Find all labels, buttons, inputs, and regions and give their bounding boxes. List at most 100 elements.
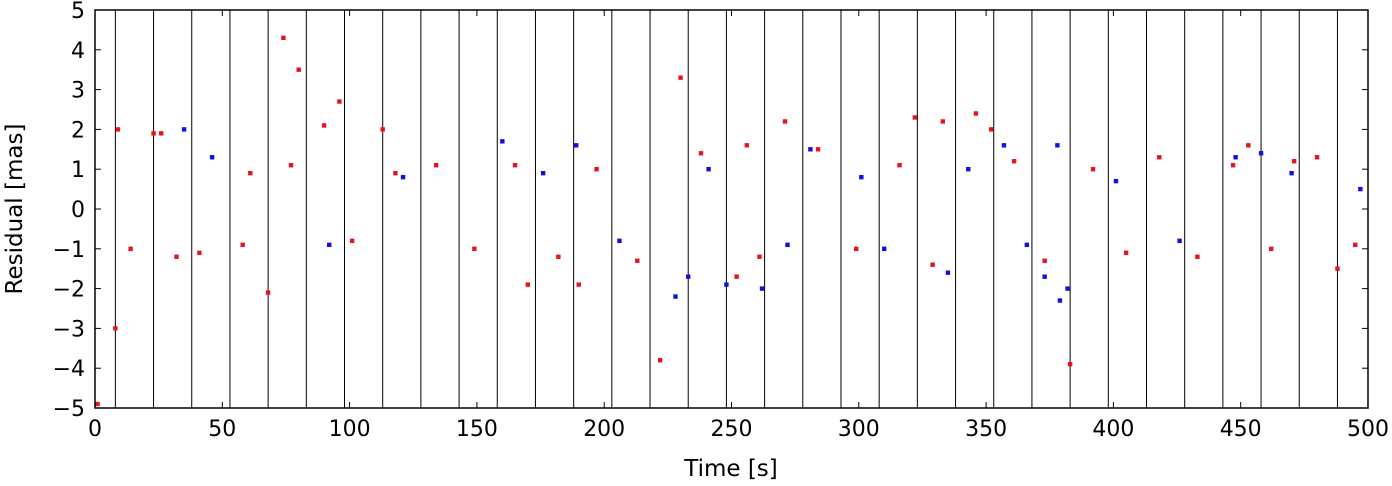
point-s1-3 <box>673 294 678 299</box>
point-s1-26 <box>1024 242 1030 248</box>
point-s0-51 <box>1195 254 1200 259</box>
point-s0-47 <box>1042 258 1047 263</box>
point-s1-14 <box>1258 151 1264 156</box>
point-s1-28 <box>1177 238 1182 244</box>
point-s0-37 <box>556 254 561 259</box>
point-s0-8 <box>115 127 121 132</box>
point-s0-17 <box>973 111 979 116</box>
point-s0-0 <box>95 401 100 407</box>
x-tick-label-1: 50 <box>208 417 236 442</box>
point-s1-24 <box>859 174 864 180</box>
point-s1-21 <box>617 238 622 244</box>
x-tick-label-7: 350 <box>965 417 1007 442</box>
point-s1-9 <box>1001 143 1007 148</box>
point-s1-18 <box>327 242 332 248</box>
point-s1-16 <box>808 147 813 152</box>
x-tick-label-8: 400 <box>1092 417 1134 442</box>
point-s1-6 <box>759 286 765 291</box>
point-s0-15 <box>912 115 918 120</box>
point-s1-23 <box>785 242 790 248</box>
x-tick-label-6: 300 <box>838 417 880 442</box>
y-tick-label-4: −1 <box>53 238 85 263</box>
point-s0-5 <box>337 99 342 104</box>
point-s0-11 <box>658 358 663 363</box>
point-s0-55 <box>1353 242 1358 248</box>
point-s0-36 <box>512 163 518 168</box>
point-s1-10 <box>1042 274 1047 279</box>
point-s0-21 <box>576 282 581 287</box>
point-s1-30 <box>1358 186 1363 192</box>
point-s0-19 <box>1067 362 1073 367</box>
point-s1-5 <box>724 282 729 287</box>
y-tick-label-6: 1 <box>71 158 85 183</box>
point-s0-28 <box>197 250 202 255</box>
point-s0-23 <box>1314 155 1320 160</box>
y-tick-label-9: 4 <box>71 39 85 64</box>
x-tick-label-0: 0 <box>88 417 102 442</box>
point-s0-44 <box>897 163 902 168</box>
point-s1-13 <box>1055 143 1060 148</box>
point-s0-4 <box>296 67 301 72</box>
point-s1-12 <box>1065 286 1070 291</box>
y-tick-label-7: 2 <box>71 118 85 143</box>
point-s0-22 <box>734 274 739 279</box>
point-s0-9 <box>151 131 156 136</box>
point-s0-42 <box>815 147 821 152</box>
point-s0-31 <box>288 163 294 168</box>
point-s1-17 <box>209 155 215 160</box>
point-s0-52 <box>1230 163 1236 168</box>
x-tick-label-3: 150 <box>456 417 498 442</box>
point-s0-39 <box>635 258 640 263</box>
point-s0-18 <box>988 127 994 132</box>
data-points <box>95 35 1363 407</box>
x-axis-title: Time [s] <box>683 456 778 482</box>
point-s0-48 <box>1090 167 1096 172</box>
point-s1-0 <box>181 127 187 132</box>
point-s1-25 <box>966 167 971 172</box>
x-tick-label-2: 100 <box>329 417 371 442</box>
point-s1-4 <box>686 274 691 279</box>
y-tick-label-10: 5 <box>71 0 85 24</box>
y-tick-label-1: −4 <box>53 357 85 382</box>
point-s0-6 <box>321 123 327 128</box>
point-s1-27 <box>1113 178 1119 184</box>
point-s0-13 <box>782 119 788 124</box>
point-s0-7 <box>380 127 385 132</box>
point-s0-46 <box>1011 159 1017 164</box>
point-s1-7 <box>882 246 887 251</box>
point-s0-12 <box>678 75 683 80</box>
point-s1-11 <box>1057 298 1063 303</box>
point-s0-32 <box>349 238 355 244</box>
plot-frame <box>94 9 1369 409</box>
point-s0-2 <box>265 290 271 295</box>
point-s1-22 <box>706 167 711 172</box>
y-tick-label-5: 0 <box>71 198 85 223</box>
point-s0-20 <box>525 282 531 287</box>
point-s0-1 <box>113 326 118 331</box>
point-s0-14 <box>744 143 749 148</box>
point-s0-30 <box>248 170 253 176</box>
point-s0-33 <box>393 170 398 176</box>
point-s0-38 <box>594 167 599 172</box>
point-s1-8 <box>945 270 951 275</box>
point-s0-45 <box>930 262 935 267</box>
x-tick-label-4: 200 <box>583 417 625 442</box>
y-tick-label-0: −5 <box>53 397 85 422</box>
point-s0-41 <box>757 254 762 259</box>
point-s0-26 <box>128 246 133 251</box>
point-s0-50 <box>1157 155 1162 160</box>
point-s0-10 <box>158 131 164 136</box>
x-tick-label-10: 500 <box>1347 417 1389 442</box>
point-s1-20 <box>540 170 546 176</box>
point-s0-27 <box>174 254 179 259</box>
y-tick-label-3: −2 <box>53 278 85 303</box>
point-s0-16 <box>940 119 946 124</box>
point-s0-54 <box>1291 159 1297 164</box>
y-axis-ticks: −5 −4 −3 −2 −1 0 1 2 3 4 5 <box>53 0 1368 422</box>
point-s0-25 <box>1335 266 1340 271</box>
point-s1-29 <box>1289 170 1294 176</box>
point-s0-35 <box>472 246 477 251</box>
x-axis-ticks: 0 50 100 150 200 250 300 350 400 450 500 <box>88 10 1389 442</box>
x-tick-label-5: 250 <box>711 417 753 442</box>
